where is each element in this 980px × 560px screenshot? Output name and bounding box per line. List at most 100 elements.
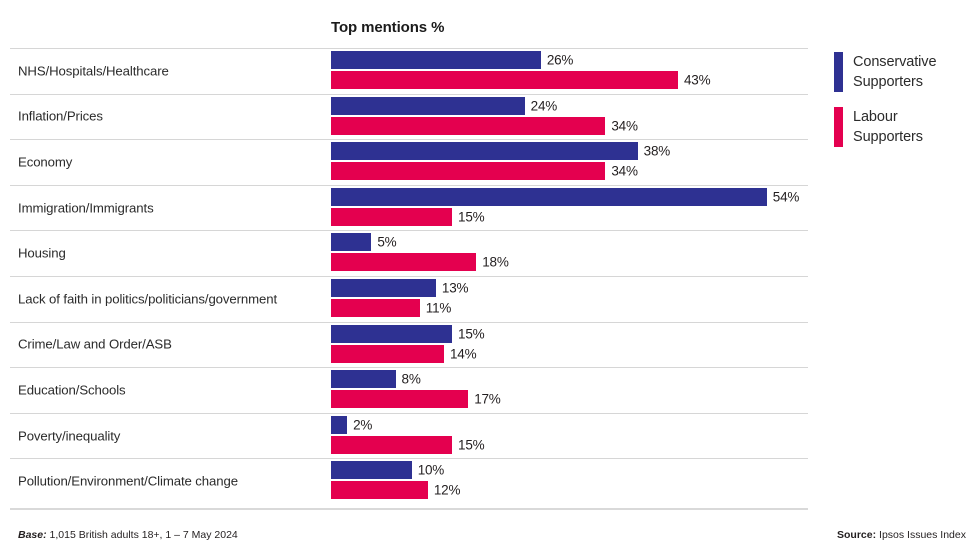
legend-label: Labour Supporters bbox=[853, 109, 923, 145]
row-divider bbox=[10, 230, 808, 232]
footer-base: Base: 1,015 British adults 18+, 1 – 7 Ma… bbox=[18, 529, 238, 541]
bar-line: 26% bbox=[331, 51, 980, 69]
category-label: Immigration/Immigrants bbox=[18, 200, 154, 216]
bar-line: 10% bbox=[331, 461, 980, 480]
footer-source-label: Source: bbox=[837, 529, 877, 541]
category-label: NHS/Hospitals/Healthcare bbox=[18, 63, 169, 79]
bar-conservative[interactable] bbox=[331, 51, 541, 69]
bar-labour[interactable] bbox=[331, 71, 678, 89]
footer-source-text: Ipsos Issues Index bbox=[876, 529, 966, 541]
bar-line: 17% bbox=[331, 390, 980, 409]
chart-row: Inflation/Prices 24% 34% bbox=[0, 93, 980, 140]
bar-line: 34% bbox=[331, 162, 980, 181]
footer-base-label: Base: bbox=[18, 529, 47, 541]
bar-conservative[interactable] bbox=[331, 324, 453, 343]
bar-value-label: 11% bbox=[425, 300, 452, 316]
bar-labour[interactable] bbox=[331, 344, 444, 363]
chart-row: Lack of faith in politics/politicians/go… bbox=[0, 275, 980, 322]
bar-line: 15% bbox=[331, 207, 980, 226]
bar-value-label: 15% bbox=[458, 209, 485, 225]
category-label: Crime/Law and Order/ASB bbox=[18, 336, 172, 352]
bar-line: 54% bbox=[331, 187, 980, 206]
bar-value-label: 5% bbox=[377, 234, 397, 250]
chart-row: Pollution/Environment/Climate change 10% 1… bbox=[0, 458, 980, 504]
bar-line: 13% bbox=[331, 278, 980, 297]
footer-divider bbox=[10, 508, 808, 510]
legend-swatch-icon bbox=[834, 107, 843, 147]
category-label: Housing bbox=[18, 245, 66, 261]
bar-value-label: 13% bbox=[441, 280, 469, 296]
bar-conservative[interactable] bbox=[331, 96, 525, 115]
bar-value-label: 8% bbox=[401, 371, 421, 387]
bar-group: 5% 18% bbox=[331, 233, 980, 273]
bar-conservative[interactable] bbox=[331, 278, 436, 297]
bar-conservative[interactable] bbox=[331, 415, 348, 434]
bar-value-label: 15% bbox=[458, 437, 485, 453]
bar-labour[interactable] bbox=[331, 435, 453, 454]
category-label: Inflation/Prices bbox=[18, 108, 103, 124]
row-divider bbox=[10, 458, 808, 460]
bar-value-label: 15% bbox=[458, 326, 485, 342]
legend-label: Conservative Supporters bbox=[853, 54, 937, 90]
bar-labour[interactable] bbox=[331, 298, 420, 317]
row-divider bbox=[10, 93, 808, 95]
chart-plot-area: NHS/Hospitals/Healthcare 26% 43% Inflation/… bbox=[0, 48, 980, 504]
legend-swatch-icon bbox=[834, 52, 843, 92]
bar-line: 34% bbox=[331, 116, 980, 135]
bar-line: 15% bbox=[331, 324, 980, 343]
bar-group: 10% 12% bbox=[331, 461, 980, 501]
bar-value-label: 10% bbox=[417, 462, 445, 478]
bar-line: 12% bbox=[331, 481, 980, 500]
bar-group: 15% 14% bbox=[331, 324, 980, 365]
bar-line: 5% bbox=[331, 233, 980, 252]
bar-conservative[interactable] bbox=[331, 461, 412, 480]
bar-conservative[interactable] bbox=[331, 233, 372, 252]
category-label: Education/Schools bbox=[18, 382, 126, 398]
bar-conservative[interactable] bbox=[331, 187, 767, 206]
row-divider bbox=[10, 275, 808, 277]
row-divider bbox=[10, 367, 808, 369]
bar-labour[interactable] bbox=[331, 162, 606, 181]
bar-group: 26% 43% bbox=[331, 51, 980, 91]
bar-labour[interactable] bbox=[331, 390, 469, 409]
category-label: Economy bbox=[18, 154, 73, 170]
chart-row: Poverty/inequality 2% 15% bbox=[0, 412, 980, 459]
bar-value-label: 14% bbox=[449, 346, 477, 362]
bar-line: 18% bbox=[331, 253, 980, 272]
row-divider bbox=[10, 139, 808, 141]
legend-item[interactable]: Conservative Supporters bbox=[834, 52, 937, 92]
bar-line: 24% bbox=[331, 96, 980, 115]
bar-labour[interactable] bbox=[331, 481, 428, 500]
bar-conservative[interactable] bbox=[331, 370, 396, 389]
bar-value-label: 24% bbox=[530, 98, 558, 114]
bar-group: 8% 17% bbox=[331, 370, 980, 410]
bar-line: 43% bbox=[331, 71, 980, 89]
bar-value-label: 26% bbox=[546, 52, 574, 68]
bar-line: 15% bbox=[331, 435, 980, 454]
chart-row: NHS/Hospitals/Healthcare 26% 43% bbox=[0, 48, 980, 94]
bar-group: 13% 11% bbox=[331, 278, 980, 319]
category-label: Lack of faith in politics/politicians/go… bbox=[18, 291, 278, 307]
bar-labour[interactable] bbox=[331, 116, 606, 135]
bar-line: 2% bbox=[331, 415, 980, 434]
bar-line: 11% bbox=[331, 298, 980, 317]
chart-row: Immigration/Immigrants 54% 15% bbox=[0, 184, 980, 231]
chart-legend: Conservative Supporters Labour Supporters bbox=[834, 52, 937, 162]
chart-row: Housing 5% 18% bbox=[0, 230, 980, 276]
bar-value-label: 12% bbox=[433, 482, 461, 498]
legend-item[interactable]: Labour Supporters bbox=[834, 107, 936, 147]
bar-labour[interactable] bbox=[331, 207, 453, 226]
chart-title: Top mentions % bbox=[331, 19, 445, 36]
bar-conservative[interactable] bbox=[331, 142, 638, 161]
bar-group: 54% 15% bbox=[331, 187, 980, 228]
footer-base-text: 1,015 British adults 18+, 1 – 7 May 2024 bbox=[46, 529, 238, 541]
bar-value-label: 18% bbox=[482, 254, 509, 270]
bar-value-label: 34% bbox=[611, 163, 638, 179]
bar-value-label: 38% bbox=[643, 143, 671, 159]
bar-line: 38% bbox=[331, 142, 980, 161]
bar-labour[interactable] bbox=[331, 253, 477, 272]
row-divider bbox=[10, 184, 808, 186]
footer-source: Source: Ipsos Issues Index bbox=[837, 529, 966, 541]
bar-value-label: 43% bbox=[684, 72, 711, 88]
